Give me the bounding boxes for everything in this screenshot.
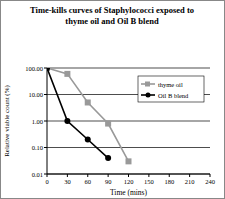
x-tick-label: 120	[124, 178, 134, 185]
y-tick-label: 100.00	[25, 65, 43, 72]
marker	[85, 137, 91, 143]
x-tick-label: 240	[205, 178, 215, 185]
chart-frame	[1, 1, 225, 199]
grid-line	[47, 68, 210, 69]
x-tick-label: 210	[185, 178, 195, 185]
x-tick-label: 90	[105, 178, 112, 185]
marker	[64, 71, 70, 77]
marker	[105, 121, 111, 127]
y-tick-label: 10.00	[28, 91, 43, 98]
series-line	[47, 68, 108, 158]
y-tick-label: 0.01	[32, 171, 43, 178]
legend-label: thyme oil	[158, 81, 183, 88]
grid-line	[47, 121, 210, 122]
legend-marker	[146, 93, 151, 98]
marker	[47, 68, 50, 71]
title-line: thyme oil and Oil B blend	[65, 16, 159, 26]
y-tick-label: 1.00	[32, 118, 43, 125]
x-tick-label: 60	[85, 178, 92, 185]
y-axis-label: Relative viable count (%)	[3, 84, 11, 156]
y-axis	[47, 68, 48, 174]
title-line: Time-kills curves of Staphylococci expos…	[30, 5, 194, 15]
legend-label: Oil B blend	[158, 92, 189, 99]
legend-box	[138, 76, 204, 102]
x-tick-label: 150	[144, 178, 154, 185]
marker	[64, 118, 70, 124]
marker	[47, 68, 50, 71]
plot-area	[47, 68, 132, 164]
marker	[105, 155, 111, 161]
marker	[85, 99, 91, 105]
x-axis	[47, 174, 210, 175]
x-tick-label: 180	[164, 178, 174, 185]
x-tick-label: 30	[64, 178, 71, 185]
grid-line	[47, 147, 210, 148]
title: Time-kills curves of Staphylococci expos…	[30, 5, 194, 26]
x-tick-label: 0	[45, 178, 48, 185]
marker	[126, 158, 132, 164]
y-tick-label: 0.10	[32, 144, 43, 151]
x-axis-label: Time (mins)	[110, 188, 148, 197]
legend-marker	[145, 82, 150, 87]
series-line	[47, 68, 129, 161]
grid-line	[47, 174, 210, 175]
